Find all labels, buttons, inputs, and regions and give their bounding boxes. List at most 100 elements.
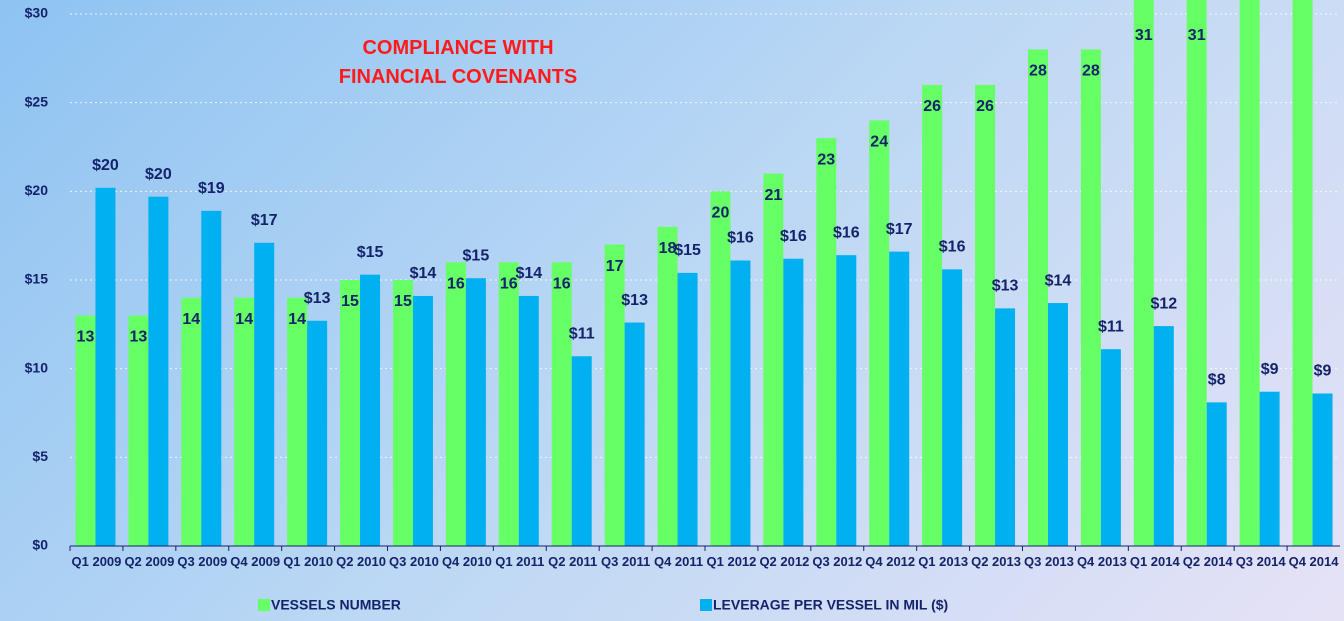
x-tick-label: Q4 2014 [1288,554,1339,569]
x-tick-label: Q1 2009 [71,554,122,569]
data-label: 24 [870,134,888,151]
data-label: $19 [198,180,225,197]
bar [571,356,592,546]
data-label: 18 [659,240,677,257]
bar [465,278,486,546]
bar [942,269,963,546]
x-tick-label: Q3 2013 [1024,554,1074,569]
data-label: $13 [621,292,648,309]
data-label: $16 [780,228,807,245]
data-label: $14 [1045,272,1072,289]
bar [1312,393,1333,546]
bar [836,255,857,546]
x-tick-label: Q3 2010 [389,554,439,569]
x-tick-label: Q1 2010 [283,554,334,569]
bar [1259,391,1280,546]
data-label: 20 [712,205,730,222]
bar [148,196,169,546]
legend-label: LEVERAGE PER VESSEL IN MIL ($) [713,597,948,613]
bar [730,260,751,546]
bars [75,0,1333,546]
data-label: 13 [77,329,95,346]
y-tick-label: $15 [25,271,49,287]
data-label: 26 [976,98,994,115]
x-tick-label: Q3 2011 [601,554,651,569]
bar [75,315,96,546]
data-label: 21 [764,187,782,204]
x-tick-label: Q4 2011 [653,554,704,569]
data-label: 14 [288,311,306,328]
legend-swatch [700,599,712,611]
bar [1292,0,1313,546]
data-label: 16 [553,275,571,292]
data-label: $17 [886,221,913,238]
x-tick-label: Q2 2014 [1182,554,1233,569]
x-tick-label: Q3 2009 [177,554,228,569]
x-tick-label: Q1 2011 [495,554,545,569]
bar [340,280,361,546]
legend-swatch [258,599,270,611]
bar [254,242,275,546]
x-tick-label: Q3 2012 [812,554,863,569]
bar [975,84,996,546]
bar [95,187,116,546]
bar [889,251,910,546]
chart-title: COMPLIANCE WITH FINANCIAL COVENANTS [338,37,578,88]
bar [518,295,539,546]
bar [783,258,804,546]
y-tick-label: $30 [25,5,49,21]
data-label: $20 [92,157,119,174]
bar [1153,326,1174,546]
x-tick-label: Q2 2013 [971,554,1021,569]
data-label: $16 [727,230,754,247]
bar [677,272,698,546]
data-label: $20 [145,166,172,183]
bar [201,210,222,546]
bar [360,274,381,546]
data-label: $14 [515,265,542,282]
bar [498,262,519,546]
bar [1047,303,1068,546]
x-tick-label: Q2 2009 [124,554,175,569]
y-tick-label: $5 [32,448,48,464]
data-label: 23 [817,151,835,168]
x-tick-label: Q1 2013 [918,554,969,569]
data-label: 31 [1135,27,1153,44]
data-label: 15 [394,293,412,310]
data-label: 16 [447,275,465,292]
bar [1027,49,1048,546]
data-label: 26 [923,98,941,115]
x-tick-label: Q3 2014 [1235,554,1286,569]
bar [624,322,645,546]
data-label: $11 [569,325,595,342]
data-label: 28 [1029,63,1047,80]
data-label: 15 [341,293,359,310]
data-label: $13 [304,290,331,307]
bar [1206,402,1227,546]
y-tick-label: $0 [32,537,48,553]
data-label: $14 [410,265,437,282]
data-label: $15 [357,244,384,261]
data-label: $16 [833,224,860,241]
bar [995,308,1016,546]
bar [710,191,731,546]
data-label: $9 [1261,361,1279,378]
bar [604,244,625,546]
bar [657,226,678,546]
x-tick-label: Q2 2011 [548,554,598,569]
bar [869,120,890,546]
data-label: $15 [674,242,701,259]
data-label: 14 [235,311,253,328]
bar [234,297,255,546]
data-label: $8 [1208,372,1226,389]
data-label: $16 [939,239,966,256]
x-tick-label: Q2 2010 [336,554,386,569]
x-tick-label: Q4 2009 [230,554,281,569]
bar [307,320,328,546]
data-label: $15 [463,247,490,264]
bar [922,84,943,546]
bar [445,262,466,546]
data-label: $11 [1098,318,1124,335]
y-tick-label: $25 [25,93,49,109]
